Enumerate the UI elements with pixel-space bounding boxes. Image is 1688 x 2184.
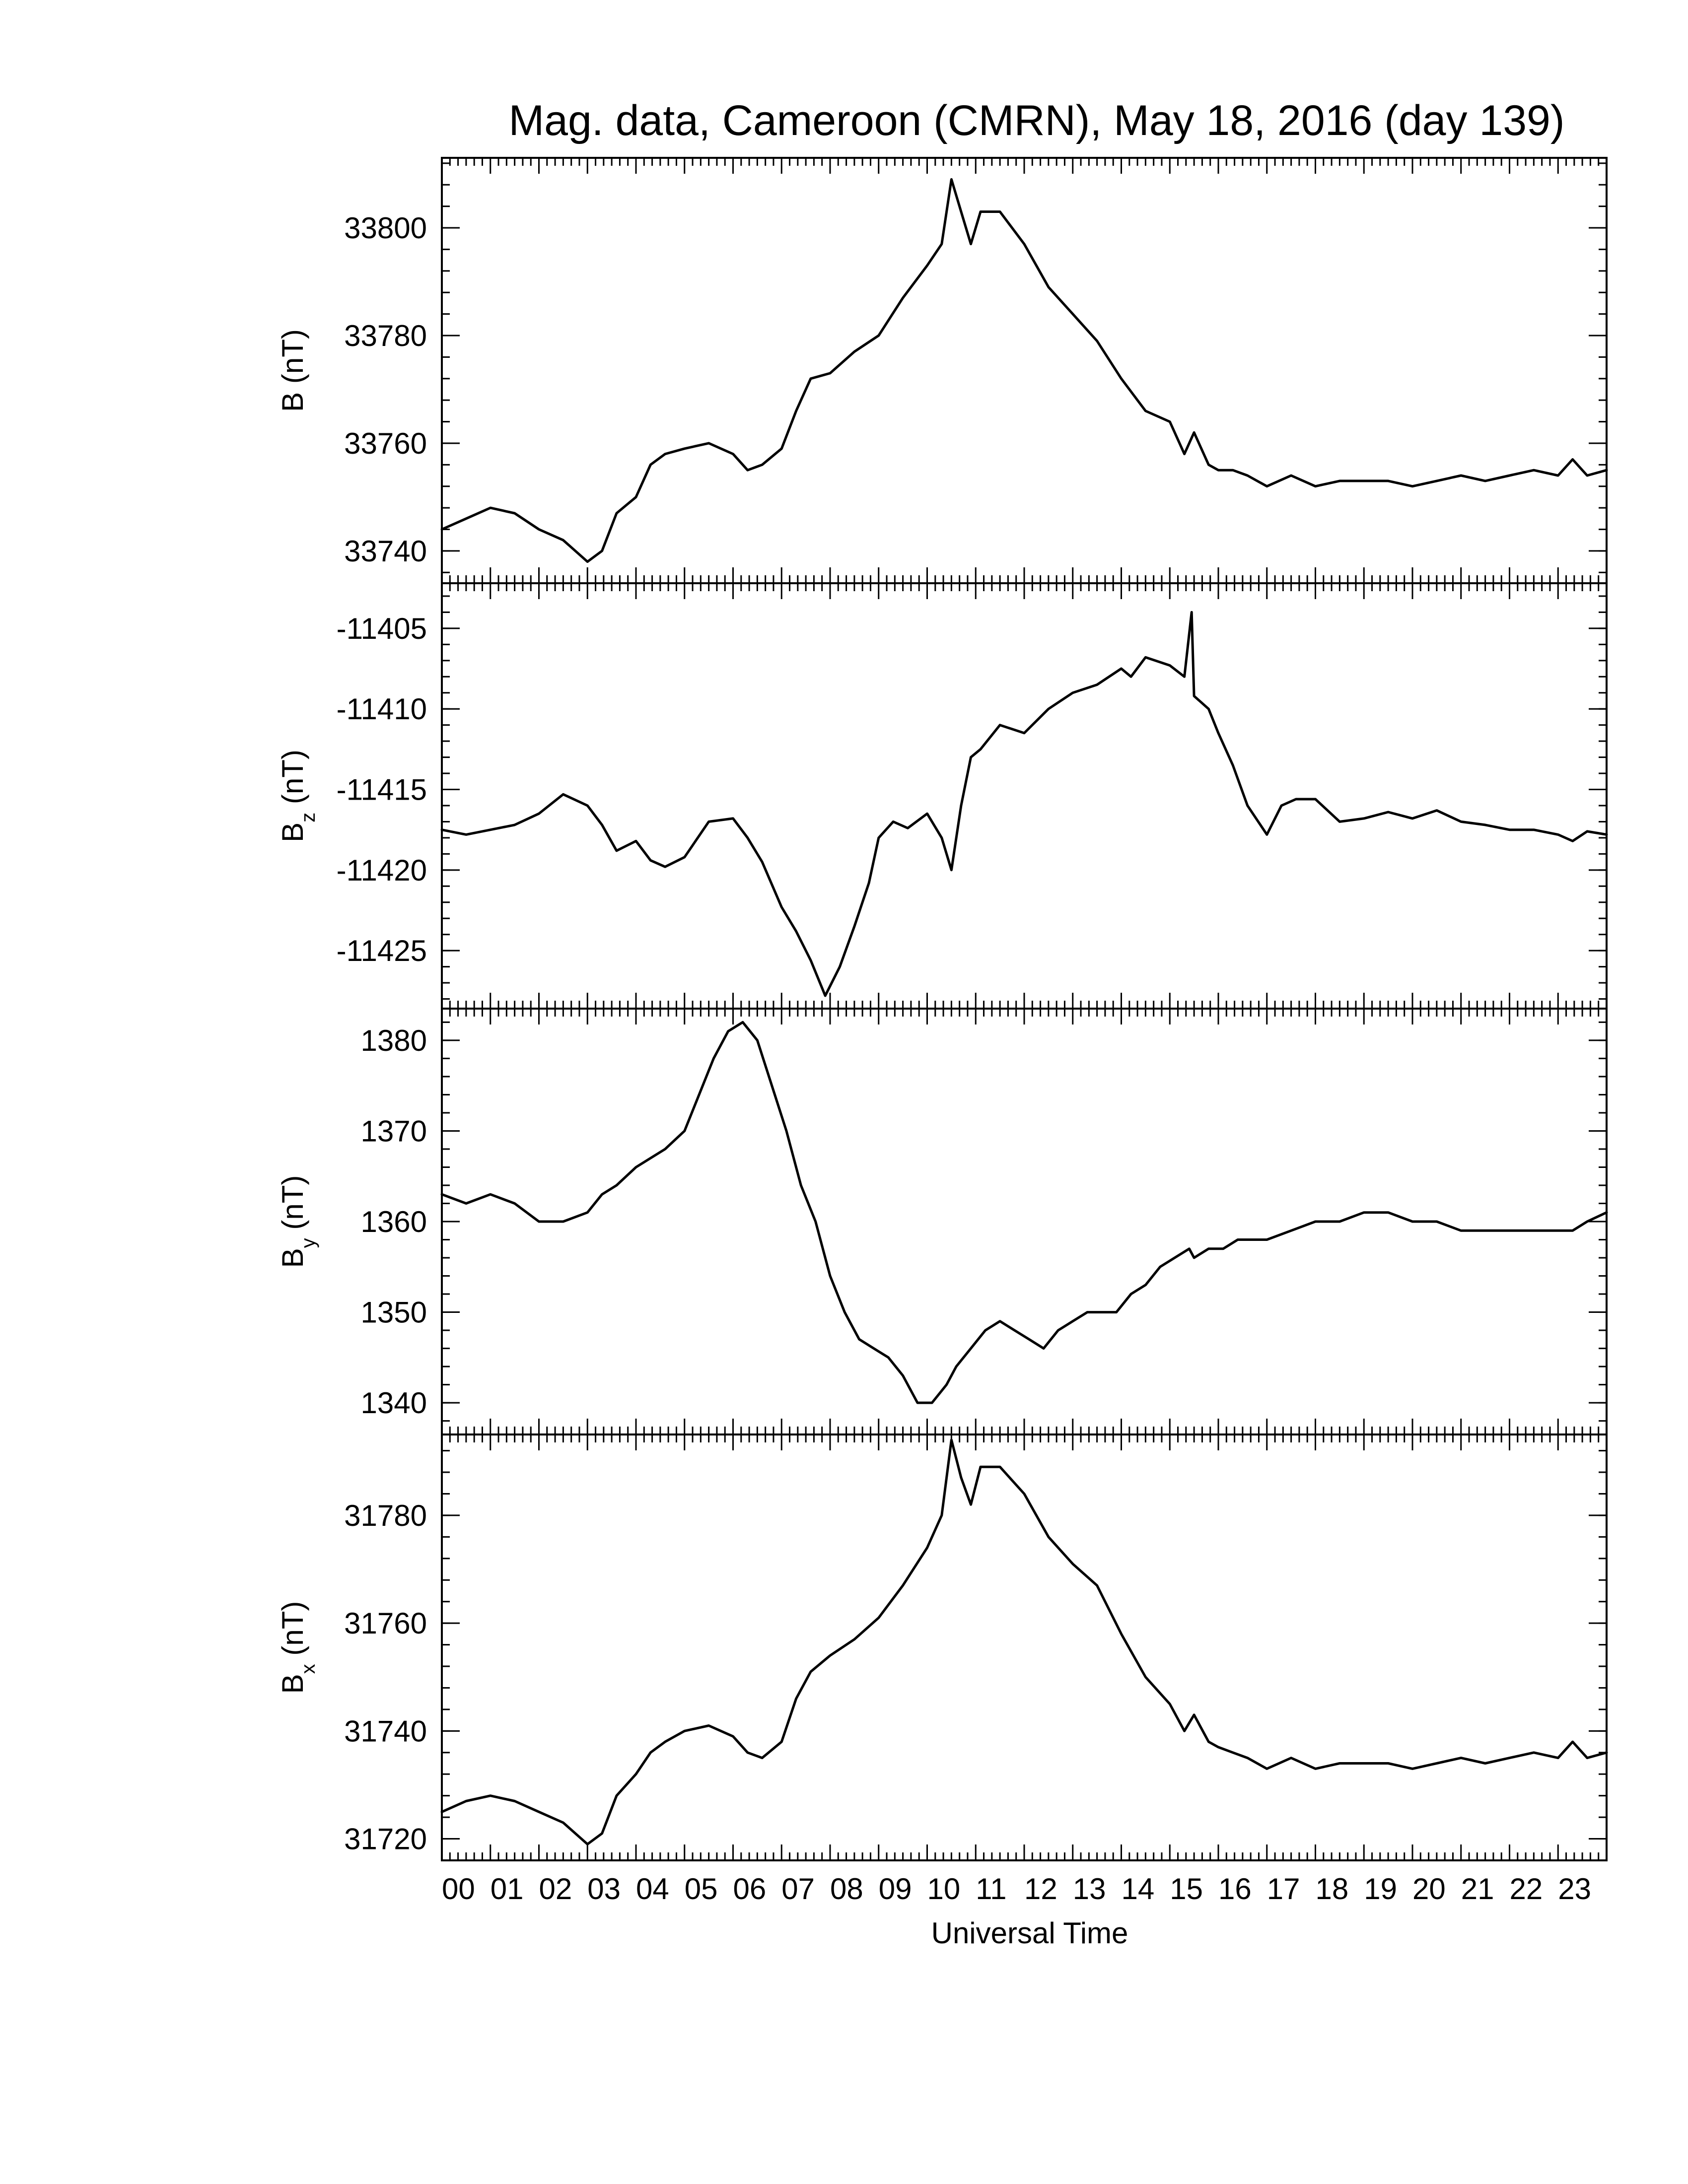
x-tick-label: 22 bbox=[1510, 1872, 1543, 1906]
series-line-panel-2 bbox=[440, 611, 1608, 997]
x-tick-label: 15 bbox=[1170, 1872, 1203, 1906]
y-axis-label: Bz (nT) bbox=[276, 750, 319, 842]
y-tick-label: 33760 bbox=[344, 427, 427, 460]
x-tick-label: 19 bbox=[1364, 1872, 1397, 1906]
y-tick-label: 31740 bbox=[344, 1714, 427, 1748]
panel-4: 31720 31740 31760 31780 Bx (nT) bbox=[276, 1433, 1608, 1861]
x-tick-label: 21 bbox=[1461, 1872, 1494, 1906]
y-tick-label: 1340 bbox=[361, 1386, 427, 1420]
y-tick-label: -11415 bbox=[337, 773, 427, 807]
y-axis-label-unit: (nT) bbox=[276, 329, 309, 392]
x-tick-label: 23 bbox=[1558, 1872, 1591, 1906]
x-tick-label: 10 bbox=[927, 1872, 961, 1906]
series-line-panel-4 bbox=[440, 1438, 1608, 1845]
panel-frame bbox=[441, 157, 1608, 584]
y-tick-label: 31720 bbox=[344, 1823, 427, 1856]
y-axis-label-unit: (nT) bbox=[276, 750, 309, 813]
series-line-panel-1 bbox=[440, 178, 1608, 563]
series-line-panel-3 bbox=[440, 1021, 1608, 1404]
x-tick-label: 11 bbox=[976, 1872, 1006, 1906]
x-tick-label: 08 bbox=[830, 1872, 863, 1906]
y-tick-label: 33740 bbox=[344, 535, 427, 568]
x-axis: 00 01 02 03 04 05 06 07 08 09 10 11 12 13 14 15 16 17 18 19… bbox=[442, 1872, 1591, 1906]
x-tick-label: 17 bbox=[1267, 1872, 1300, 1906]
x-tick-label: 20 bbox=[1412, 1872, 1446, 1906]
panel-3: 1340 1350 1360 1370 1380 By (nT) bbox=[276, 1008, 1608, 1435]
y-tick-label: 31760 bbox=[344, 1607, 427, 1640]
x-tick-label: 05 bbox=[685, 1872, 718, 1906]
y-axis-label-subscript: y bbox=[297, 1238, 319, 1248]
x-tick-label: 14 bbox=[1122, 1872, 1155, 1906]
y-tick-label: 1380 bbox=[361, 1024, 427, 1057]
y-axis-label-main: B bbox=[276, 1248, 309, 1268]
y-tick-label: -11420 bbox=[337, 854, 427, 887]
x-tick-label: 16 bbox=[1218, 1872, 1252, 1906]
x-tick-label: 18 bbox=[1316, 1872, 1349, 1906]
x-tick-label: 13 bbox=[1073, 1872, 1106, 1906]
x-tick-label: 02 bbox=[539, 1872, 572, 1906]
y-axis-label: B (nT) bbox=[276, 329, 309, 412]
panel-2: -11425 -11420 -11415 -11410 -11405 Bz (nT) bbox=[276, 582, 1608, 1010]
y-tick-label: 33780 bbox=[344, 319, 427, 352]
x-tick-label: 07 bbox=[781, 1872, 815, 1906]
x-tick-label: 01 bbox=[491, 1872, 524, 1906]
y-axis-label-main: B bbox=[276, 822, 309, 842]
y-tick-label: 1350 bbox=[361, 1296, 427, 1329]
x-tick-label: 06 bbox=[733, 1872, 767, 1906]
y-tick-label: 33800 bbox=[344, 211, 427, 245]
x-tick-label: 00 bbox=[442, 1872, 475, 1906]
y-tick-label: 1360 bbox=[361, 1205, 427, 1238]
y-tick-label: -11410 bbox=[337, 692, 427, 726]
y-axis-label-subscript: x bbox=[297, 1664, 319, 1674]
x-tick-label: 04 bbox=[636, 1872, 669, 1906]
y-axis-label-main: B bbox=[276, 1674, 309, 1694]
panel-frame bbox=[441, 582, 1608, 1010]
y-tick-label: -11425 bbox=[337, 934, 427, 967]
y-axis-label-unit: (nT) bbox=[276, 1175, 309, 1238]
y-axis-label-main: B bbox=[276, 392, 309, 412]
y-tick-label: 31780 bbox=[344, 1499, 427, 1532]
y-tick-label: 1370 bbox=[361, 1114, 427, 1148]
y-axis-label-unit: (nT) bbox=[276, 1601, 309, 1664]
y-axis-label: By (nT) bbox=[276, 1175, 319, 1268]
x-tick-label: 12 bbox=[1024, 1872, 1057, 1906]
chart-title: Mag. data, Cameroon (CMRN), May 18, 2016… bbox=[508, 97, 1564, 144]
y-axis-label-subscript: z bbox=[297, 813, 319, 822]
y-tick-label: -11405 bbox=[337, 612, 427, 645]
x-tick-label: 03 bbox=[587, 1872, 621, 1906]
y-axis-label: Bx (nT) bbox=[276, 1601, 319, 1694]
x-axis-label: Universal Time bbox=[931, 1916, 1128, 1950]
panel-1: 33740 33760 33780 33800 B (nT) bbox=[276, 157, 1608, 584]
x-tick-label: 09 bbox=[879, 1872, 912, 1906]
